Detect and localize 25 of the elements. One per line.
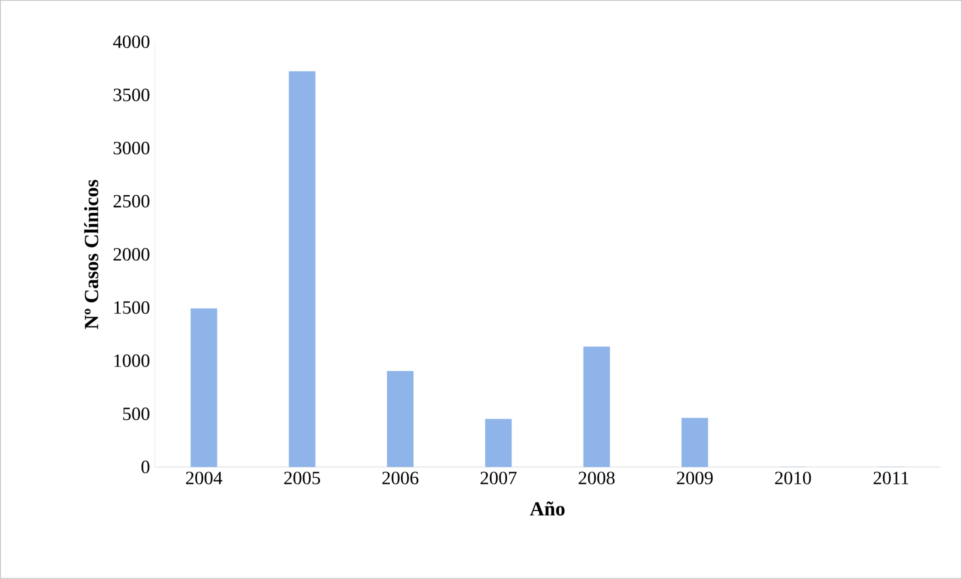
y-tick-label: 3000 bbox=[114, 142, 150, 154]
y-tick-label: 1500 bbox=[114, 301, 150, 314]
x-tick-label: 2009 bbox=[676, 472, 713, 484]
y-axis-title: Nº Casos Clínicos bbox=[84, 180, 98, 330]
bar bbox=[190, 308, 218, 468]
y-tick-label: 2000 bbox=[114, 248, 150, 261]
bar bbox=[386, 371, 414, 468]
x-tick-label: 2010 bbox=[775, 472, 811, 484]
y-tick-label: 500 bbox=[123, 408, 150, 420]
x-tick-label: 2008 bbox=[578, 472, 615, 484]
x-tick-label: 2005 bbox=[284, 472, 320, 484]
x-tick-label: 2006 bbox=[382, 472, 418, 484]
bar bbox=[682, 418, 708, 468]
y-tick-label: 4000 bbox=[113, 36, 150, 48]
y-tick-label: 1000 bbox=[114, 354, 150, 368]
x-tick-label: 2007 bbox=[480, 472, 517, 484]
bar bbox=[288, 71, 316, 468]
bar bbox=[485, 418, 512, 468]
y-tick-label: 0 bbox=[141, 460, 150, 474]
y-tick-label: 2500 bbox=[114, 195, 150, 208]
x-tick-label: 2004 bbox=[186, 472, 222, 484]
y-tick-label: 3500 bbox=[114, 88, 150, 102]
x-axis-title: Año bbox=[530, 502, 565, 516]
bar bbox=[583, 346, 610, 468]
x-tick-label: 2011 bbox=[874, 472, 908, 484]
